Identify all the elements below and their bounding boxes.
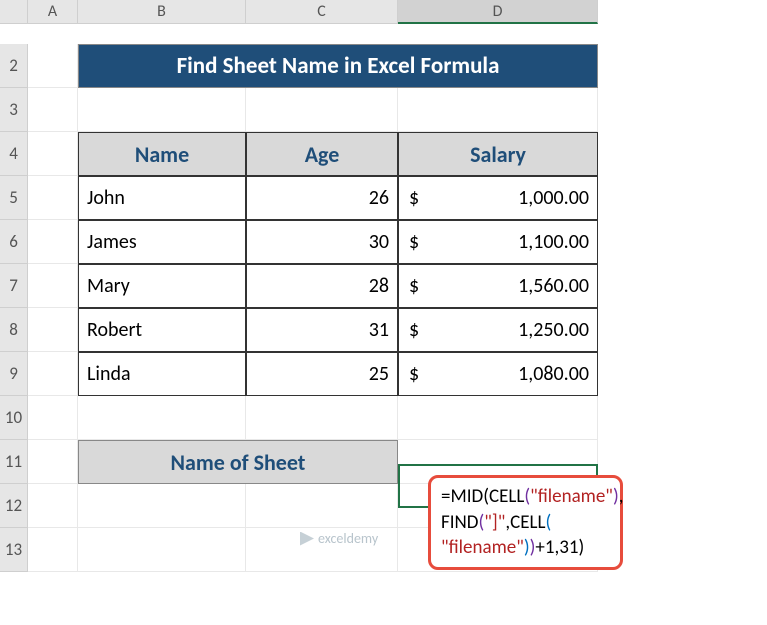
cell-name-4[interactable]: Linda xyxy=(78,352,246,396)
col-header-B[interactable]: B xyxy=(78,0,246,24)
formula-line-2: FIND("]",CELL( xyxy=(441,510,610,536)
row-header-10[interactable]: 10 xyxy=(0,396,28,440)
row-header-4[interactable]: 4 xyxy=(0,132,28,176)
salary-amount: 1,080.00 xyxy=(518,362,589,386)
cell-name-0[interactable]: John xyxy=(78,176,246,220)
formula-callout: =MID(CELL("filename"), FIND("]",CELL( "f… xyxy=(428,475,623,570)
row-header-6[interactable]: 6 xyxy=(0,220,28,264)
formula-text: "filename" xyxy=(530,485,613,508)
row-header-2[interactable]: 2 xyxy=(0,44,28,88)
cell-A2[interactable] xyxy=(28,44,78,88)
salary-amount: 1,250.00 xyxy=(518,318,589,342)
cell-B13[interactable] xyxy=(78,528,246,572)
formula-line-3: "filename"))+1,31) xyxy=(441,535,610,561)
row-header-11[interactable]: 11 xyxy=(0,440,28,484)
currency-symbol: $ xyxy=(407,274,419,298)
formula-line-1: =MID(CELL("filename"), xyxy=(441,484,610,510)
watermark: exceldemy xyxy=(300,530,378,547)
formula-text: =MID xyxy=(441,485,483,508)
row-header-9[interactable]: 9 xyxy=(0,352,28,396)
cell-C3[interactable] xyxy=(246,88,398,132)
cell-A7[interactable] xyxy=(28,264,78,308)
cell-D3[interactable] xyxy=(398,88,598,132)
currency-symbol: $ xyxy=(407,362,419,386)
cell-A11[interactable] xyxy=(28,440,78,484)
table-header-salary[interactable]: Salary xyxy=(398,132,598,176)
currency-symbol: $ xyxy=(407,230,419,254)
cell-name-2[interactable]: Mary xyxy=(78,264,246,308)
spreadsheet-grid: A B C D 2 Find Sheet Name in Excel Formu… xyxy=(0,0,767,572)
cell-A12[interactable] xyxy=(28,484,78,528)
cell-A8[interactable] xyxy=(28,308,78,352)
salary-amount: 1,100.00 xyxy=(518,230,589,254)
cell-name-1[interactable]: James xyxy=(78,220,246,264)
cell-D10[interactable] xyxy=(398,396,598,440)
cell-name-3[interactable]: Robert xyxy=(78,308,246,352)
cell-salary-2[interactable]: $1,560.00 xyxy=(398,264,598,308)
cell-age-3[interactable]: 31 xyxy=(246,308,398,352)
row-header-7[interactable]: 7 xyxy=(0,264,28,308)
row-header-8[interactable]: 8 xyxy=(0,308,28,352)
row-header-5[interactable]: 5 xyxy=(0,176,28,220)
watermark-text: exceldemy xyxy=(318,530,378,547)
formula-text: FIND xyxy=(441,511,478,534)
col-header-D[interactable]: D xyxy=(398,0,598,24)
cell-A10[interactable] xyxy=(28,396,78,440)
table-header-age[interactable]: Age xyxy=(246,132,398,176)
cell-B12[interactable] xyxy=(78,484,246,528)
formula-text: CELL xyxy=(489,485,524,508)
col-header-C[interactable]: C xyxy=(246,0,398,24)
cell-age-4[interactable]: 25 xyxy=(246,352,398,396)
row-header-3[interactable]: 3 xyxy=(0,88,28,132)
cell-age-2[interactable]: 28 xyxy=(246,264,398,308)
cell-A9[interactable] xyxy=(28,352,78,396)
title-cell[interactable]: Find Sheet Name in Excel Formula xyxy=(78,44,598,88)
cell-salary-1[interactable]: $1,100.00 xyxy=(398,220,598,264)
select-all-corner[interactable] xyxy=(0,0,28,24)
table-header-name[interactable]: Name xyxy=(78,132,246,176)
formula-text: CELL xyxy=(510,511,545,534)
cell-age-1[interactable]: 30 xyxy=(246,220,398,264)
cell-salary-0[interactable]: $1,000.00 xyxy=(398,176,598,220)
formula-text: +1,31 xyxy=(535,536,578,559)
currency-symbol: $ xyxy=(407,186,419,210)
currency-symbol: $ xyxy=(407,318,419,342)
cell-B10[interactable] xyxy=(78,396,246,440)
row-header-12[interactable]: 12 xyxy=(0,484,28,528)
salary-amount: 1,000.00 xyxy=(518,186,589,210)
formula-text: "filename" xyxy=(441,536,524,559)
cell-B3[interactable] xyxy=(78,88,246,132)
cell-salary-4[interactable]: $1,080.00 xyxy=(398,352,598,396)
cell-age-0[interactable]: 26 xyxy=(246,176,398,220)
col-header-A[interactable]: A xyxy=(28,0,78,24)
row-header-13[interactable]: 13 xyxy=(0,528,28,572)
watermark-logo-icon xyxy=(300,532,314,546)
cell-C12[interactable] xyxy=(246,484,398,528)
cell-A13[interactable] xyxy=(28,528,78,572)
salary-amount: 1,560.00 xyxy=(518,274,589,298)
cell-A4[interactable] xyxy=(28,132,78,176)
cell-salary-3[interactable]: $1,250.00 xyxy=(398,308,598,352)
cell-A3[interactable] xyxy=(28,88,78,132)
cell-A6[interactable] xyxy=(28,220,78,264)
cell-C10[interactable] xyxy=(246,396,398,440)
formula-text: "]" xyxy=(484,511,505,534)
name-of-sheet-label[interactable]: Name of Sheet xyxy=(78,440,398,484)
cell-A5[interactable] xyxy=(28,176,78,220)
